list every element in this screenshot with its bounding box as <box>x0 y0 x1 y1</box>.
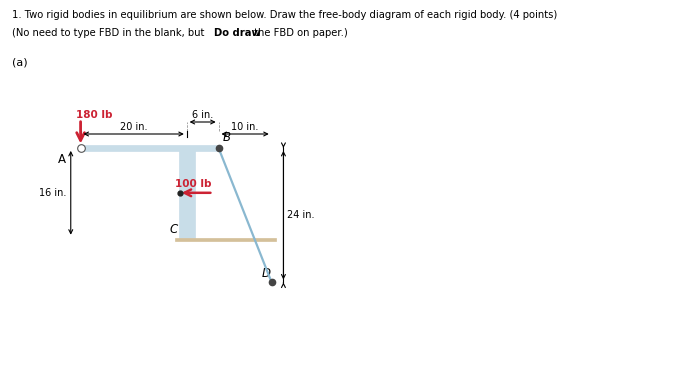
Text: Do draw: Do draw <box>214 28 261 38</box>
Text: the FBD on paper.): the FBD on paper.) <box>251 28 347 38</box>
Text: 6 in.: 6 in. <box>192 110 214 120</box>
Text: 100 lb: 100 lb <box>175 179 211 189</box>
Text: C: C <box>169 223 178 235</box>
Text: 16 in.: 16 in. <box>39 188 66 198</box>
Text: 20 in.: 20 in. <box>120 122 148 132</box>
Text: 180 lb: 180 lb <box>76 110 112 120</box>
Text: B: B <box>223 131 230 144</box>
Text: A: A <box>58 153 66 166</box>
Bar <box>175 238 276 241</box>
Bar <box>80 145 218 151</box>
Text: 10 in.: 10 in. <box>232 122 259 132</box>
Bar <box>179 148 195 238</box>
Text: (No need to type FBD in the blank, but: (No need to type FBD in the blank, but <box>12 28 207 38</box>
Text: 1. Two rigid bodies in equilibrium are shown below. Draw the free-body diagram o: 1. Two rigid bodies in equilibrium are s… <box>12 10 557 20</box>
Text: (a): (a) <box>12 58 27 68</box>
Text: D: D <box>262 267 271 280</box>
Text: 24 in.: 24 in. <box>288 210 315 220</box>
